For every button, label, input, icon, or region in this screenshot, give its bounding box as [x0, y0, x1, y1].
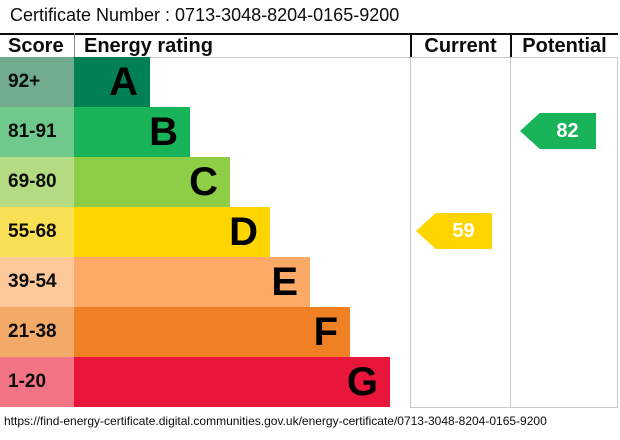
certificate-url: https://find-energy-certificate.digital.… — [4, 414, 547, 428]
score-range-label-g: 1-20 — [0, 357, 74, 407]
current-rating-value: 59 — [452, 220, 475, 242]
band-row-e: 39-54 E — [0, 257, 410, 307]
potential-rating-value: 82 — [556, 120, 579, 142]
potential-header-divider — [510, 33, 512, 58]
certificate-number: Certificate Number : 0713-3048-8204-0165… — [10, 5, 400, 25]
header-bottom-border — [74, 57, 618, 58]
current-header-divider — [410, 33, 412, 58]
score-range-label-e: 39-54 — [0, 257, 74, 307]
band-bar-f: F — [74, 307, 350, 357]
score-range-label-d: 55-68 — [0, 207, 74, 257]
score-range-label-b: 81-91 — [0, 107, 74, 157]
energy-rating-bands: 92+ A 81-91 B 69-80 C 55-68 D 39-54 E 21-38 F 1-20 G — [0, 57, 410, 407]
band-bar-e: E — [74, 257, 310, 307]
band-row-g: 1-20 G — [0, 357, 410, 407]
table-top-border — [0, 33, 618, 35]
current-column-header: Current — [424, 35, 497, 57]
potential-column-header: Potential — [522, 35, 607, 57]
band-bar-b: B — [74, 107, 190, 157]
score-range-label-a: 92+ — [0, 57, 74, 107]
band-bar-d: D — [74, 207, 270, 257]
band-row-b: 81-91 B — [0, 107, 410, 157]
band-row-d: 55-68 D — [0, 207, 410, 257]
score-column-header: Score — [8, 35, 64, 57]
energy-rating-column-header: Energy rating — [84, 35, 213, 57]
band-bar-c: C — [74, 157, 230, 207]
band-row-a: 92+ A — [0, 57, 410, 107]
band-row-c: 69-80 C — [0, 157, 410, 207]
score-header-divider — [74, 33, 75, 58]
score-range-label-f: 21-38 — [0, 307, 74, 357]
score-range-label-c: 69-80 — [0, 157, 74, 207]
band-row-f: 21-38 F — [0, 307, 410, 357]
band-bar-a: A — [74, 57, 150, 107]
potential-column — [510, 57, 618, 408]
band-bar-g: G — [74, 357, 390, 407]
